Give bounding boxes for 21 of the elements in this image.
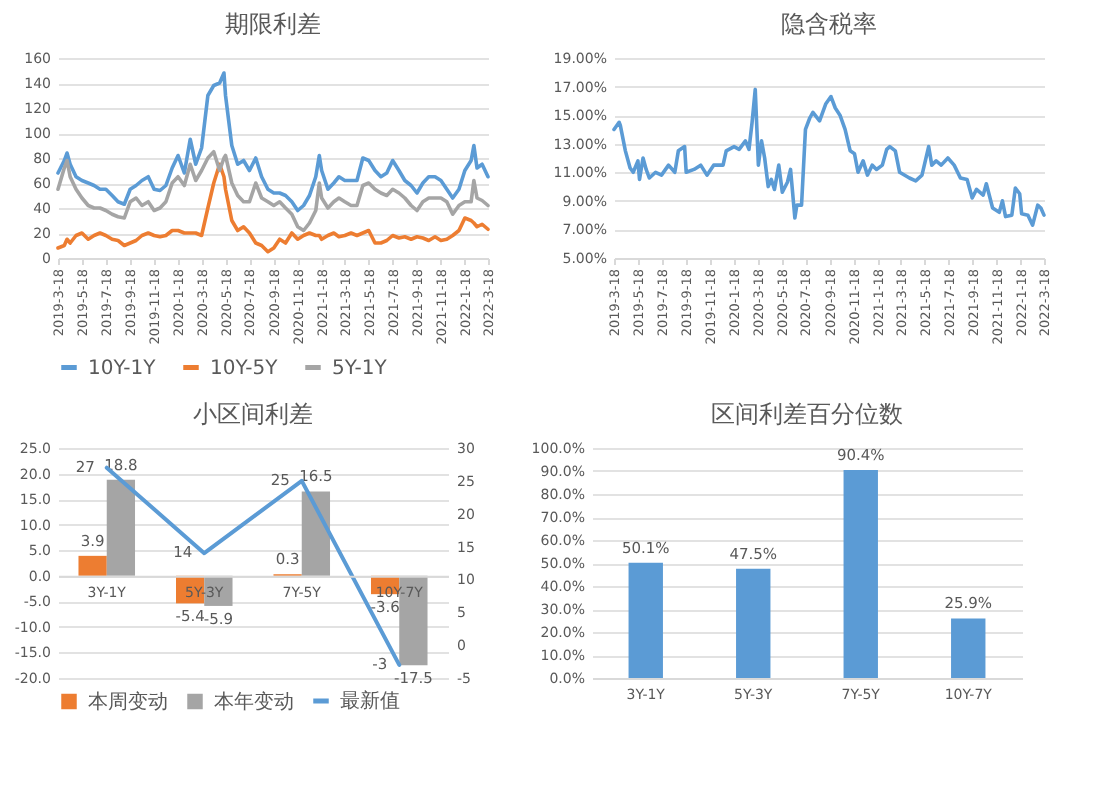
- legend-label: 10Y-1Y: [88, 357, 158, 380]
- bar: [843, 470, 878, 678]
- chart-title: 隐含税率: [781, 10, 877, 38]
- line-series: [56, 71, 490, 213]
- legend-label: 最新值: [340, 689, 400, 713]
- line-series: [612, 87, 1046, 227]
- legend-label: 本周变动: [88, 689, 168, 714]
- bar: [78, 555, 107, 576]
- bar: [301, 491, 331, 576]
- chart-title: 小区间利差: [193, 400, 313, 428]
- legend-label: 5Y-1Y: [332, 357, 389, 380]
- legend-label: 10Y-5Y: [210, 357, 280, 380]
- line-series: [56, 149, 490, 233]
- legend-label: 本年变动: [214, 689, 294, 714]
- bar: [736, 568, 771, 678]
- bar: [106, 479, 136, 576]
- chart-title: 区间利差百分位数: [711, 400, 903, 428]
- bar: [628, 562, 663, 678]
- chart-title: 期限利差: [225, 10, 321, 38]
- line-series: [56, 162, 490, 254]
- bar: [951, 618, 986, 678]
